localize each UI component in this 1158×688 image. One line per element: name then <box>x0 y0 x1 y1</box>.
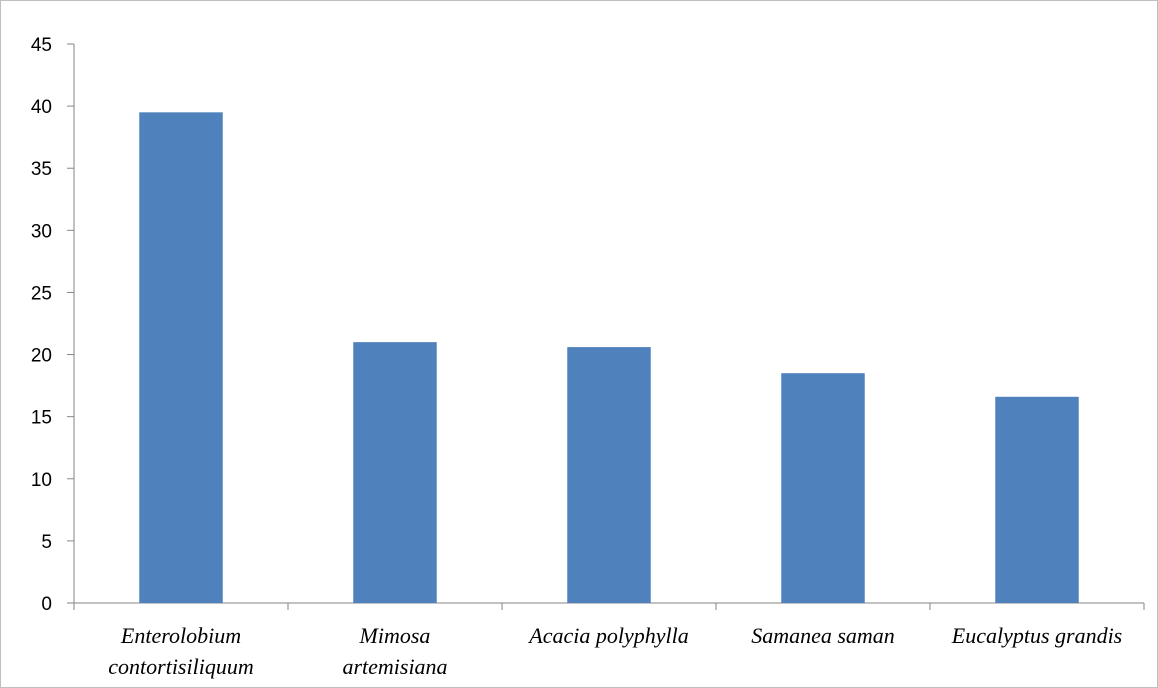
y-tick-label: 25 <box>31 283 52 304</box>
bar <box>567 347 651 603</box>
y-tick-label: 10 <box>31 470 52 491</box>
x-tick-label: artemisiana <box>342 654 447 679</box>
x-axis <box>73 602 1145 610</box>
y-tick-label: 15 <box>31 408 52 429</box>
y-tick-label: 30 <box>31 221 52 242</box>
x-tick-label: Enterolobium <box>120 623 241 648</box>
bar <box>139 112 223 604</box>
y-tick-label: 0 <box>41 594 52 615</box>
x-tick-label: contortisiliquum <box>108 654 253 679</box>
y-tick-label: 40 <box>31 97 52 118</box>
y-tick-label: 45 <box>31 35 52 56</box>
bar <box>781 373 865 603</box>
y-tick-label: 20 <box>31 346 52 367</box>
x-tick-label: Samanea saman <box>751 623 895 648</box>
category-labels: Enterolobium contortisiliquum Mimosa artemi… <box>108 623 1122 679</box>
bar <box>995 396 1079 603</box>
x-tick-label: Acacia polyphylla <box>527 623 688 648</box>
bars <box>139 112 1079 604</box>
y-axis: 0 5 10 15 20 25 30 35 40 45 <box>31 35 75 615</box>
x-tick-label: Eucalyptus grandis <box>951 623 1123 648</box>
y-tick-label: 35 <box>31 159 52 180</box>
y-tick-label: 5 <box>41 532 52 553</box>
bar <box>353 342 437 603</box>
x-tick-label: Mimosa <box>359 623 431 648</box>
